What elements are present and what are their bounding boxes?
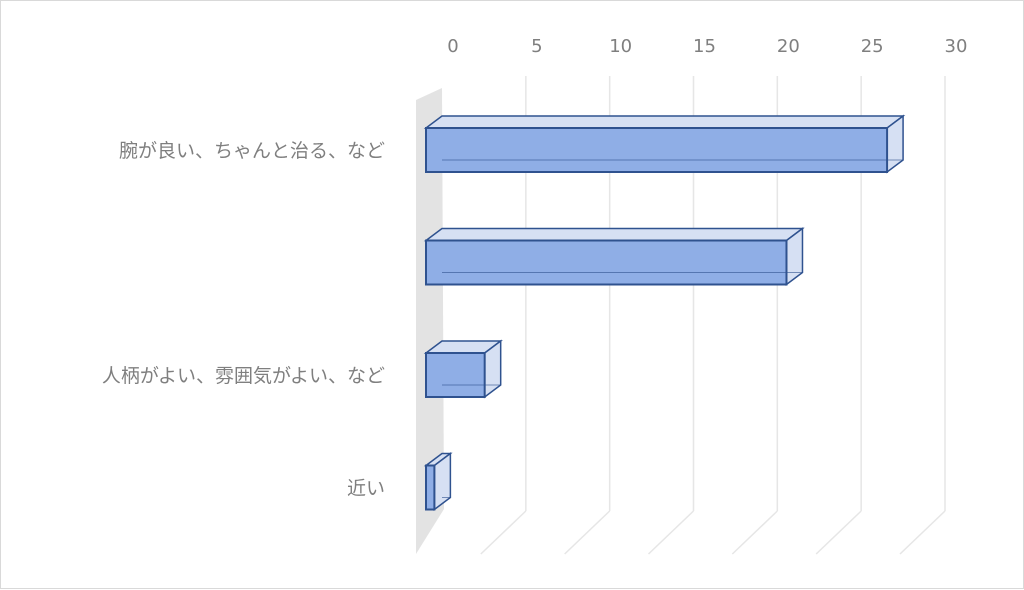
bar-front-face <box>425 352 486 398</box>
bar <box>423 452 453 511</box>
floor-gridline <box>564 510 611 555</box>
bar-front-face <box>425 239 788 286</box>
bar-front-face <box>425 127 889 173</box>
x-tick-label: 10 <box>609 36 632 57</box>
floor-gridline <box>815 510 862 555</box>
floor-gridline <box>647 510 695 555</box>
category-label: 腕が良い、ちゃんと治る、など <box>119 140 385 162</box>
bar-front-face <box>425 464 436 511</box>
floor-gridline <box>899 510 946 555</box>
x-tick-label: 25 <box>861 36 884 57</box>
bar-top-face <box>423 227 805 242</box>
side-wall <box>416 88 444 554</box>
x-tick-label: 30 <box>945 36 968 57</box>
bar <box>423 227 805 286</box>
bar <box>423 114 906 174</box>
x-tick-label: 20 <box>777 36 800 57</box>
floor-gridline <box>480 510 527 555</box>
x-tick-label: 0 <box>447 36 458 57</box>
floor-gridline <box>731 510 778 555</box>
x-tick-label: 15 <box>693 36 716 57</box>
x-tick-label: 5 <box>531 36 542 57</box>
category-label: 近い <box>347 478 385 500</box>
bar-top-face <box>423 115 906 129</box>
category-label: 人柄がよい、雰囲気がよい、など <box>102 365 385 387</box>
bar <box>423 339 503 399</box>
